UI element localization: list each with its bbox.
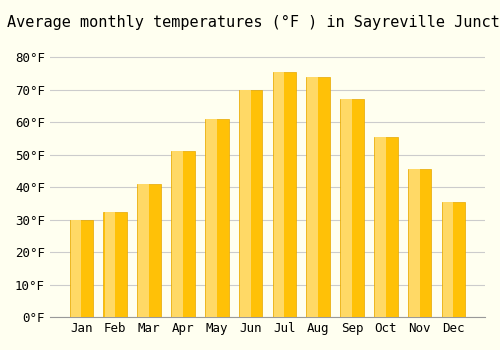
Bar (375, 137, 386, 317)
Bar (206, 119, 216, 317)
Title: Average monthly temperatures (°F ) in Sayreville Junction: Average monthly temperatures (°F ) in Sa… (8, 15, 500, 30)
Bar (442, 202, 454, 317)
Bar (104, 211, 127, 317)
Bar (442, 202, 465, 317)
Bar (171, 152, 194, 317)
Bar (408, 169, 432, 317)
Bar (205, 119, 229, 317)
Bar (274, 72, 284, 317)
Bar (172, 152, 183, 317)
Bar (340, 99, 364, 317)
Bar (374, 137, 398, 317)
Bar (240, 90, 250, 317)
Bar (308, 77, 318, 317)
Bar (342, 99, 352, 317)
Bar (71, 220, 82, 317)
Bar (70, 220, 94, 317)
Bar (306, 77, 330, 317)
Bar (138, 184, 161, 317)
Bar (104, 211, 116, 317)
Bar (138, 184, 149, 317)
Bar (409, 169, 420, 317)
Bar (272, 72, 296, 317)
Bar (238, 90, 262, 317)
